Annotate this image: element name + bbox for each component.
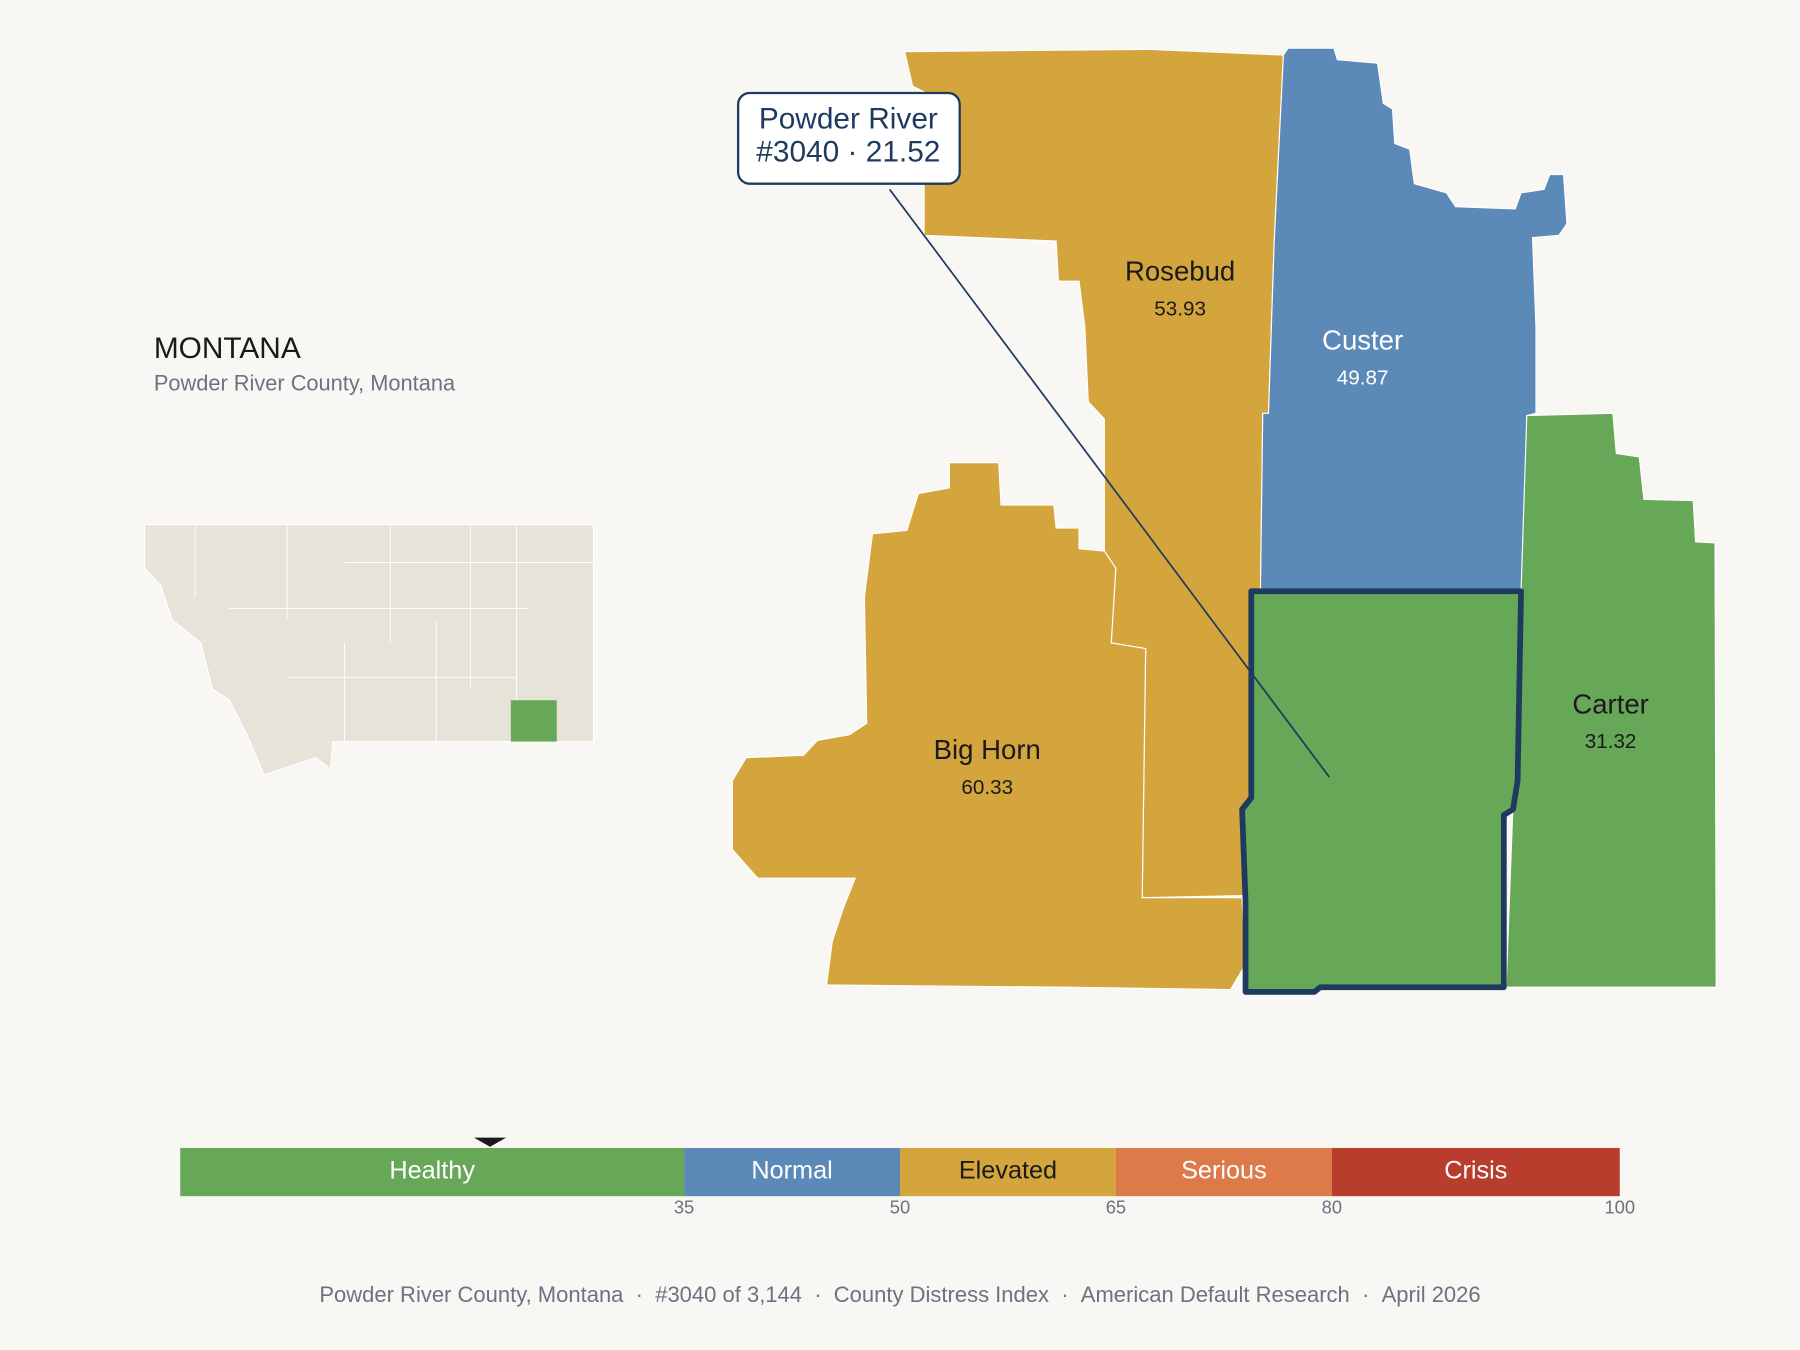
county-value: 60.33 xyxy=(961,776,1013,799)
callout-label: #3040 · 21.52 xyxy=(756,136,940,169)
state-subtitle: Powder River County, Montana xyxy=(154,370,456,395)
scale-band xyxy=(1115,1147,1332,1197)
county xyxy=(731,462,1247,991)
footer: Powder River County, Montana#3040 of 3,1… xyxy=(0,1282,1800,1308)
state-outline xyxy=(144,524,595,776)
county-name: Carter xyxy=(1572,688,1649,719)
callout-leader xyxy=(888,188,1331,778)
scale-band xyxy=(900,1147,1116,1197)
county xyxy=(1259,47,1568,592)
scale-band-label: Elevated xyxy=(959,1157,1057,1185)
scale-marker xyxy=(473,1137,507,1147)
scale-tick-label: 100 xyxy=(1604,1197,1635,1218)
county-name: Rosebud xyxy=(1125,255,1235,286)
scale-band xyxy=(180,1147,685,1197)
footer-item: American Default Research xyxy=(1049,1282,1350,1307)
callout-title: Powder River xyxy=(759,102,938,135)
footer-item: April 2026 xyxy=(1350,1282,1481,1307)
inset-borders xyxy=(194,524,594,742)
scale-band-label: Serious xyxy=(1181,1157,1267,1185)
county-value: 49.87 xyxy=(1337,366,1389,389)
scale-band xyxy=(1331,1147,1620,1197)
scale-tick-label: 80 xyxy=(1322,1197,1342,1218)
scale-band-label: Healthy xyxy=(389,1157,475,1185)
county-value: 53.93 xyxy=(1154,297,1206,320)
scale-tick-label: 65 xyxy=(1106,1197,1126,1218)
footer-item: #3040 of 3,144 xyxy=(623,1282,802,1307)
selected-county xyxy=(1239,588,1524,995)
scale-band-label: Crisis xyxy=(1444,1157,1507,1185)
scale-band-label: Normal xyxy=(751,1157,832,1185)
county-value: 31.32 xyxy=(1585,730,1637,753)
county-name: Big Horn xyxy=(934,734,1041,765)
scale-tick-label: 35 xyxy=(674,1197,694,1218)
scale-tick-label: 50 xyxy=(890,1197,910,1218)
scale-band xyxy=(684,1147,900,1197)
footer-item: County Distress Index xyxy=(802,1282,1049,1307)
state-title: MONTANA xyxy=(154,332,301,365)
inset-selected xyxy=(510,700,557,742)
callout-box xyxy=(736,91,961,185)
county-name: Custer xyxy=(1322,324,1403,355)
footer-item: Powder River County, Montana xyxy=(319,1282,624,1307)
